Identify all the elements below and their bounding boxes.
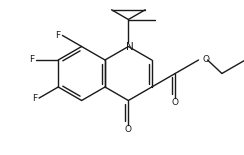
Text: O: O xyxy=(203,55,210,64)
Text: N: N xyxy=(125,42,133,51)
Text: F: F xyxy=(32,94,37,103)
Text: O: O xyxy=(172,98,179,107)
Text: O: O xyxy=(125,125,132,134)
Text: F: F xyxy=(29,55,34,64)
Text: F: F xyxy=(55,31,61,40)
